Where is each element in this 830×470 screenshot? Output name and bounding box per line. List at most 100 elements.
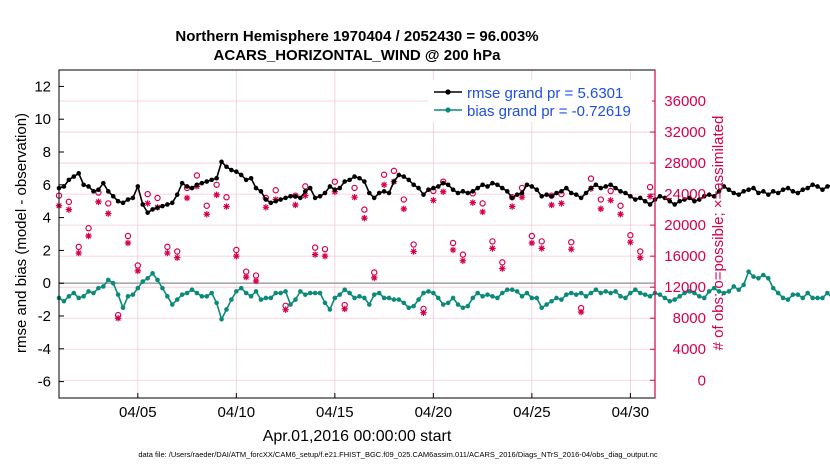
rmse-point	[736, 192, 742, 197]
bias-point	[608, 290, 613, 296]
obs-assimilated-point	[627, 238, 634, 246]
rmse-point	[504, 189, 510, 194]
rmse-point	[204, 179, 210, 184]
obs-assimilated-point	[134, 267, 142, 275]
obs-assimilated-point	[499, 265, 506, 272]
bias-point	[169, 302, 175, 307]
bias-point	[66, 294, 72, 299]
rmse-point	[662, 195, 668, 201]
rmse-point	[431, 185, 436, 191]
obs-assimilated-point	[568, 245, 575, 253]
rmse-point	[440, 180, 446, 186]
bias-point	[603, 289, 609, 294]
obs-possible-point	[233, 246, 240, 254]
bias-point	[150, 271, 155, 276]
rmse-point	[199, 180, 205, 186]
rmse-point	[534, 187, 540, 193]
rmse-point	[672, 202, 678, 207]
obs-possible-point	[272, 187, 279, 194]
bias-point	[81, 294, 86, 299]
bias-point	[450, 295, 456, 301]
x-tick-label: 04/10	[218, 404, 256, 421]
obs-assimilated-point	[489, 245, 496, 252]
obs-possible-point	[607, 187, 614, 195]
rmse-point	[623, 190, 628, 196]
rmse-point	[588, 185, 594, 191]
bias-point	[785, 297, 791, 302]
obs-possible-point	[193, 172, 201, 179]
rmse-point	[667, 198, 673, 204]
rmse-point	[130, 195, 136, 201]
obs-possible-point	[371, 269, 378, 276]
y2-tick-label: 12000	[664, 279, 706, 296]
rmse-point	[145, 210, 150, 215]
bias-point	[298, 289, 303, 294]
rmse-point	[140, 202, 146, 207]
rmse-point	[726, 187, 732, 193]
legend-bias-label: bias grand pr = -0.72619	[467, 103, 631, 120]
rmse-point	[628, 193, 633, 199]
bias-point	[692, 290, 697, 296]
rmse-point	[559, 189, 564, 194]
obs-assimilated-point	[164, 249, 171, 257]
bias-point	[243, 290, 249, 296]
rmse-point	[790, 189, 796, 194]
rmse-point	[711, 193, 717, 199]
obs-assimilated-point	[400, 205, 407, 213]
rmse-point	[706, 192, 712, 197]
bias-point	[61, 298, 67, 304]
obs-assimilated-point	[361, 214, 368, 222]
bias-point	[288, 302, 293, 307]
y2-tick-label: 16000	[664, 248, 706, 265]
rmse-point	[642, 198, 648, 204]
bias-point	[248, 294, 254, 299]
bias-point	[534, 295, 540, 301]
bias-point	[204, 294, 210, 299]
rmse-point	[485, 184, 490, 189]
bias-point	[273, 290, 279, 296]
rmse-point	[391, 179, 397, 184]
bias-point	[539, 305, 545, 311]
rmse-point	[529, 184, 535, 189]
bias-point	[179, 292, 185, 297]
obs-assimilated-point	[597, 205, 605, 213]
bias-point	[214, 300, 219, 306]
bias-point	[701, 295, 707, 301]
y-tick-label: 10	[34, 111, 51, 128]
bias-point	[155, 277, 160, 283]
rmse-point	[785, 185, 791, 191]
rmse-point	[115, 198, 121, 204]
bias-point	[490, 294, 495, 299]
x-tick-label: 04/20	[415, 404, 453, 421]
x-tick-label: 04/05	[119, 404, 157, 421]
obs-assimilated-point	[105, 210, 112, 217]
obs-possible-point	[410, 241, 417, 248]
rmse-point	[825, 184, 830, 189]
bias-point	[440, 302, 446, 307]
bias-point	[805, 290, 810, 296]
rmse-point	[352, 174, 357, 179]
bias-point	[593, 287, 599, 293]
bias-point	[367, 302, 372, 307]
bias-point	[416, 297, 421, 302]
y-tick-label: 8	[43, 144, 51, 161]
bias-point	[687, 289, 692, 294]
bias-point	[263, 295, 269, 301]
rmse-point	[312, 195, 318, 201]
rmse-point	[96, 187, 101, 193]
bias-point	[302, 292, 308, 297]
obs-possible-point	[242, 268, 250, 275]
rmse-point	[657, 193, 663, 199]
obs-possible-point	[65, 198, 73, 206]
x-tick-label: 04/15	[316, 404, 354, 421]
bias-point	[623, 295, 628, 301]
obs-possible-point	[489, 238, 496, 245]
obs-assimilated-point	[114, 315, 122, 322]
rmse-point	[135, 184, 141, 189]
obs-assimilated-point	[262, 204, 270, 211]
rmse-point	[721, 184, 727, 189]
bias-point	[234, 289, 239, 294]
rmse-point	[386, 190, 392, 196]
bias-point	[445, 300, 451, 306]
rmse-point	[539, 193, 545, 199]
